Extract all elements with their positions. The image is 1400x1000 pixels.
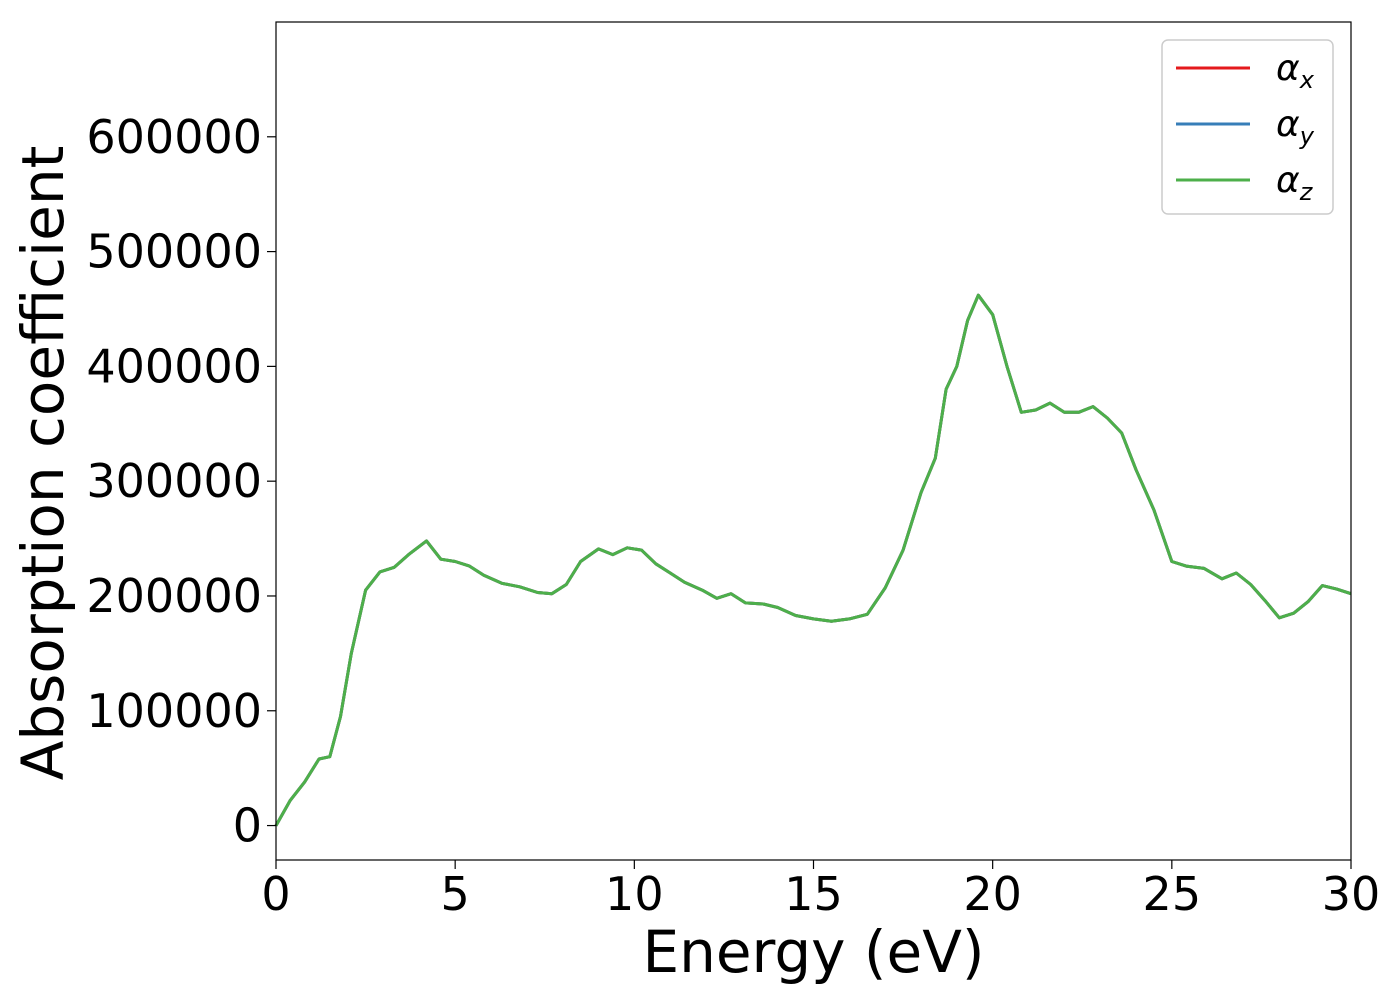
x-tick-label: 5: [441, 867, 470, 921]
legend-label-y: αy: [1276, 104, 1315, 150]
y-tick-label: 200000: [86, 569, 262, 623]
y-tick-label: 0: [233, 799, 262, 853]
y-axis-ticks: 0 100000 200000 300000 400000 500000 600000: [86, 110, 276, 853]
x-axis-label: Energy (eV): [642, 918, 984, 986]
legend-label-z: αz: [1276, 160, 1314, 206]
y-tick-label: 600000: [86, 110, 262, 164]
x-tick-label: 20: [963, 867, 1022, 921]
y-tick-label: 100000: [86, 684, 262, 738]
y-tick-label: 400000: [86, 339, 262, 393]
y-tick-label: 300000: [86, 454, 262, 508]
x-tick-label: 0: [261, 867, 290, 921]
x-tick-label: 30: [1322, 867, 1381, 921]
x-tick-label: 25: [1143, 867, 1202, 921]
series-layer: [274, 293, 1352, 827]
x-tick-label: 15: [784, 867, 843, 921]
legend-box: [1161, 39, 1334, 215]
legend-label-x: αx: [1276, 48, 1315, 94]
x-tick-label: 10: [605, 867, 664, 921]
y-axis-label: Absorption coefficient: [9, 146, 77, 781]
x-axis-ticks: 0 5 10 15 20 25 30: [261, 860, 1380, 921]
series-line-z: [274, 293, 1352, 827]
legend: αx αy αz: [1161, 39, 1334, 215]
y-tick-label: 500000: [86, 225, 262, 279]
